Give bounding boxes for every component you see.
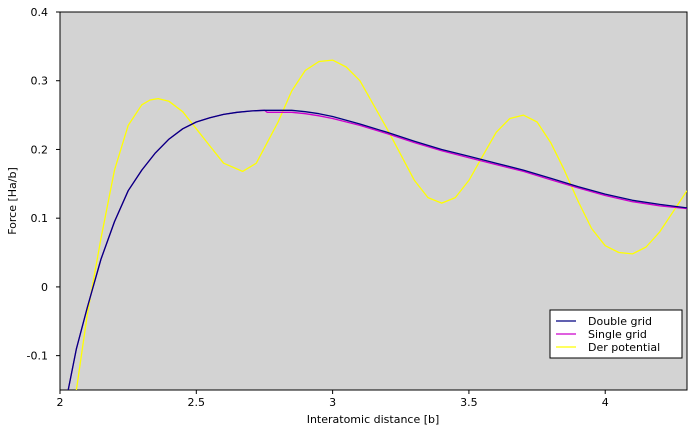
legend-label: Single grid (588, 328, 647, 341)
x-tick-label: 4 (602, 396, 609, 409)
y-tick-label: 0.1 (31, 212, 49, 225)
x-axis: 2 2.5 3 3.5 4 (57, 390, 609, 409)
series-line-double-grid (67, 109, 687, 390)
series-line-der-potential (75, 59, 687, 390)
x-tick-label: 2.5 (188, 396, 206, 409)
y-tick-label: 0.3 (31, 75, 49, 88)
y-tick-label: -0.1 (27, 350, 48, 363)
x-tick-label: 2 (57, 396, 64, 409)
legend-label: Double grid (588, 315, 652, 328)
y-tick-label: 0.2 (31, 143, 49, 156)
x-tick-label: 3.5 (460, 396, 478, 409)
legend-label: Der potential (588, 341, 660, 354)
y-axis: -0.1 0 0.1 0.2 0.3 0.4 (27, 6, 60, 363)
x-tick-label: 3 (329, 396, 336, 409)
y-tick-label: 0 (41, 281, 48, 294)
y-axis-label: Force [Ha/b] (6, 167, 19, 235)
x-axis-label: Interatomic distance [b] (307, 413, 440, 426)
y-tick-label: 0.4 (31, 6, 49, 19)
